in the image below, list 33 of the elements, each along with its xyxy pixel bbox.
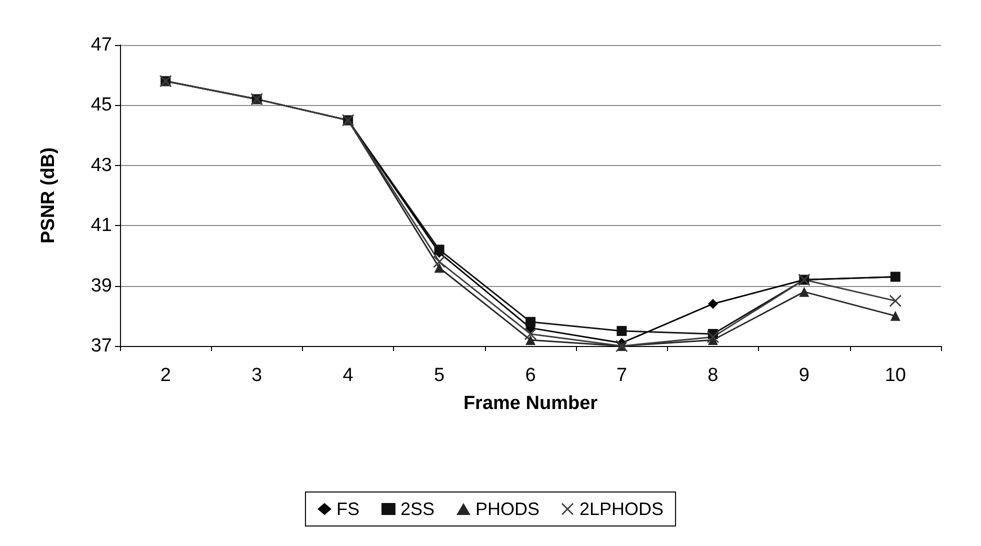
y-tick-label: 41	[90, 215, 112, 236]
y-tick-label: 37	[90, 336, 112, 356]
legend-label: 2LPHODS	[580, 499, 664, 519]
point	[434, 262, 444, 273]
point	[524, 328, 536, 340]
legend-label: FS	[336, 499, 360, 519]
x-tick-label: 9	[798, 365, 810, 386]
y-tick-label: 47	[90, 34, 112, 56]
x-tick-label: 5	[434, 365, 445, 386]
point	[890, 310, 900, 321]
x-tick-label: 8	[708, 365, 718, 386]
point	[708, 298, 718, 309]
point	[433, 256, 446, 268]
x-tick-label: 3	[252, 365, 262, 386]
x-tick-label: 7	[616, 365, 628, 386]
x-tick-label: 10	[884, 365, 906, 386]
point	[526, 334, 536, 345]
point	[799, 286, 810, 297]
y-axis-title: PSNR (dB)	[38, 147, 59, 244]
legend-label: 2SS	[400, 499, 434, 519]
x-tick-label: 4	[342, 365, 354, 386]
y-tick-label: 43	[90, 154, 112, 176]
x-axis-title: Frame Number	[463, 393, 598, 414]
point	[434, 244, 444, 255]
point	[889, 294, 902, 307]
point	[526, 316, 536, 327]
x-tick-label: 6	[525, 365, 536, 386]
x-tick-label: 2	[160, 365, 171, 386]
point	[616, 326, 627, 336]
y-tick-label: 45	[90, 94, 112, 116]
legend-label: PHODS	[475, 499, 540, 519]
y-tick-label: 39	[90, 275, 112, 296]
point	[706, 330, 719, 343]
